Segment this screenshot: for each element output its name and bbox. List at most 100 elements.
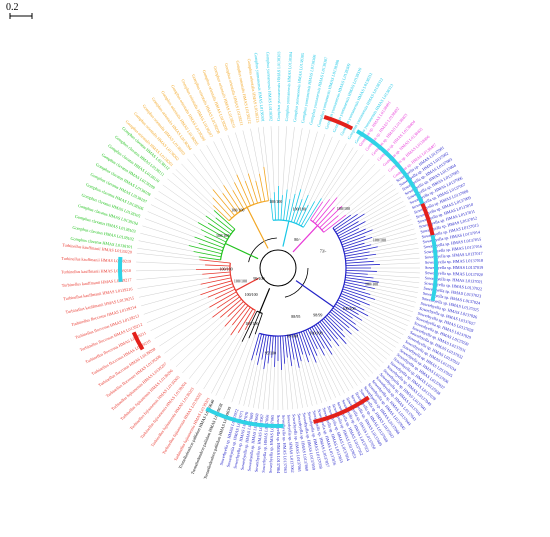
leaf-guide [345,180,391,216]
leaf-guide [136,252,200,260]
leaf-branch [310,201,324,221]
leaf-branch [205,215,232,235]
leaf-guide [250,128,260,174]
leaf-branch [204,235,225,246]
leaf-branch [311,326,325,349]
leaf-branch [337,221,366,237]
leaf-label: Sowerbyella sp. HMAS L0137016 [424,244,482,255]
leaf-guide [372,223,414,238]
leaf-branch [305,329,318,356]
leaf-branch [274,335,277,367]
leaf-branch [202,271,231,275]
leaf-label: Sowerbyella sp. HMAS L0137018 [425,258,483,265]
leaf-branch [263,166,269,201]
support-value: 100/100 [373,238,386,243]
clade-stem [235,277,259,292]
leaf-label: Sowerbyella sp. HMAS L0137063 [281,415,288,473]
leaf-branch [294,333,302,362]
support-value: 100/100 [219,267,232,272]
leaf-label: Sowerbyella sp. HMAS L0137019 [425,265,483,270]
support-value: 88/95 [291,314,300,319]
leaf-guide [373,277,420,284]
leaf-branch [284,335,288,358]
leaf-guide [272,366,275,410]
leaf-branch [328,313,352,335]
leaf-guide [372,214,410,231]
leaf-branch [248,312,261,339]
leaf-branch [244,180,255,205]
leaf-branch [289,334,295,360]
leaf-guide [243,355,257,406]
annotation-arc [131,331,145,351]
leaf-branch [345,253,377,259]
leaf-guide [367,252,420,259]
leaf-branch [232,305,249,326]
leaf-label: Sowerbyella sp. HMAS L0137021 [425,275,483,284]
leaf-branch [283,189,288,221]
leaf-branch [237,308,254,333]
leaf-guide [270,126,275,193]
leaf-guide [248,364,258,407]
leaf-guide [321,147,354,199]
annotation-arc [205,406,284,428]
leaf-guide [300,361,313,406]
leaf-branch [257,334,265,365]
leaf-branch [215,288,236,300]
leaf-branch [344,251,370,257]
leaf-branch [209,291,237,308]
leaf-branch [321,215,339,231]
leaf-branch [338,228,360,239]
leaf-guide [350,184,394,216]
leaf-guide [231,334,256,403]
leaf-branch [222,193,238,214]
leaf-guide [144,218,195,238]
leaf-branch [197,222,228,240]
leaf-guide [365,289,416,303]
leaf-guide [355,324,394,352]
leaf-guide [357,188,396,215]
leaf-branch [341,290,366,301]
leaf-guide [316,355,336,398]
leaf-guide [336,159,370,198]
leaf-guide [291,366,299,409]
leaf-guide [308,136,333,196]
leaf-branch [244,310,256,330]
leaf-branch [290,189,302,223]
leaf-branch [259,173,266,202]
leaf-branch [216,294,239,309]
leaf-guide [159,307,218,347]
leaf-guide [377,238,417,248]
leaf-branch [251,333,260,361]
leaf-guide [300,131,318,190]
leaf-branch [198,242,223,252]
leaf-branch [343,284,366,291]
leaf-branch [212,189,235,216]
support-value: 100/100 [365,281,378,286]
leaf-guide [158,191,209,224]
leaf-guide [376,271,420,274]
leaf-branch [255,180,262,203]
leaf-guide [367,274,420,279]
leaf-guide [172,172,215,211]
clade-stem [225,242,259,260]
leaf-guide [235,132,249,174]
leaf-guide [330,340,362,384]
leaf-guide [373,257,420,262]
leaf-branch [196,268,231,271]
leaf-branch [319,321,340,347]
support-value: 98/99 [313,312,322,317]
leaf-branch [263,335,269,370]
leaf-branch [279,335,282,370]
leaf-guide [286,126,295,190]
leaf-branch [303,330,317,363]
leaf-guide [215,341,243,396]
support-value: 100/100 [309,331,322,336]
leaf-guide [181,163,213,198]
leaf-label: Turbinellus kauffmanii HMAS L0139219 [61,256,131,264]
support-value: 73/- [320,249,327,254]
leaf-branch [343,244,372,252]
leaf-label: Sowerbyella sp. HMAS L0137020 [425,270,483,277]
leaf-guide [364,309,406,331]
leaf-guide [367,315,404,335]
leaf-guide [169,317,221,361]
